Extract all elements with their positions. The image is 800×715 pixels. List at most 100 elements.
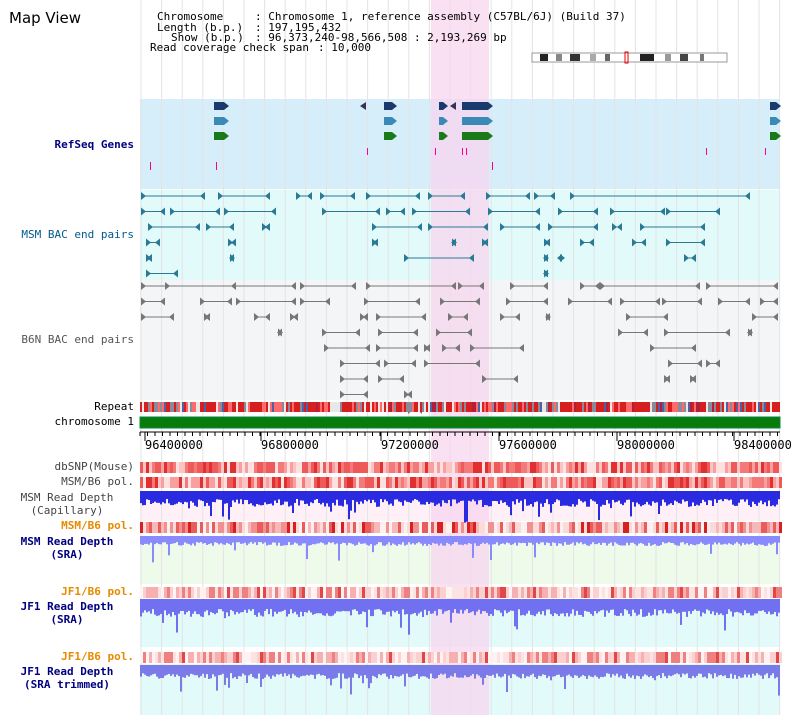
heat-cell bbox=[704, 477, 707, 488]
depth-bar bbox=[290, 536, 292, 545]
heat-cell bbox=[659, 587, 662, 598]
depth-bar bbox=[144, 599, 146, 611]
depth-bar bbox=[464, 599, 466, 611]
track-label-refseq-genes[interactable]: RefSeq Genes bbox=[54, 138, 134, 151]
depth-bar bbox=[694, 536, 696, 546]
depth-bar bbox=[338, 491, 340, 506]
bac-end-marker bbox=[413, 344, 418, 352]
heat-cell bbox=[581, 587, 584, 598]
jf1-depth-trim-track bbox=[140, 665, 780, 696]
depth-bar bbox=[262, 599, 264, 617]
depth-bar bbox=[638, 536, 640, 544]
bac-end-marker bbox=[500, 313, 505, 321]
depth-bar bbox=[436, 491, 438, 505]
repeat-segment bbox=[438, 402, 440, 412]
heat-cell bbox=[194, 477, 197, 488]
depth-bar bbox=[318, 665, 320, 674]
depth-bar bbox=[332, 665, 334, 679]
depth-bar bbox=[764, 665, 766, 675]
gene-block bbox=[770, 102, 776, 110]
depth-bar bbox=[572, 491, 574, 505]
depth-bar bbox=[480, 536, 482, 545]
bac-end-marker bbox=[543, 282, 548, 290]
heat-cell bbox=[668, 652, 671, 663]
depth-bar bbox=[326, 536, 328, 545]
heat-cell bbox=[392, 477, 395, 488]
depth-bar bbox=[704, 599, 706, 614]
track-label-b6n-bac[interactable]: B6N BAC end pairs bbox=[21, 333, 134, 346]
heat-cell bbox=[260, 652, 263, 663]
depth-bar bbox=[254, 665, 256, 679]
heat-cell bbox=[398, 587, 401, 598]
heat-cell bbox=[689, 522, 692, 533]
heat-cell bbox=[494, 462, 497, 473]
depth-bar bbox=[546, 665, 548, 679]
depth-bar bbox=[284, 536, 286, 546]
heat-cell bbox=[593, 652, 596, 663]
heat-cell bbox=[254, 587, 257, 598]
heat-cell bbox=[524, 477, 527, 488]
heat-cell bbox=[521, 652, 524, 663]
repeat-segment bbox=[708, 402, 710, 412]
depth-bar bbox=[688, 536, 690, 546]
heat-cell bbox=[371, 477, 374, 488]
bac-end-marker bbox=[442, 344, 447, 352]
repeat-segment bbox=[338, 402, 340, 412]
depth-bar bbox=[770, 536, 772, 545]
depth-bar bbox=[238, 665, 240, 677]
heat-cell bbox=[632, 587, 635, 598]
track-label-msm-bac[interactable]: MSM BAC end pairs bbox=[21, 228, 134, 241]
heat-cell bbox=[413, 477, 416, 488]
repeat-segment bbox=[384, 402, 386, 412]
repeat-segment bbox=[690, 402, 692, 412]
bac-end-marker bbox=[165, 282, 170, 290]
depth-bar bbox=[336, 536, 338, 544]
heat-cell bbox=[554, 477, 557, 488]
depth-bar bbox=[312, 665, 314, 675]
depth-bar bbox=[312, 491, 314, 504]
bac-end-marker bbox=[632, 238, 637, 247]
depth-bar bbox=[604, 665, 606, 677]
heat-cell bbox=[590, 462, 593, 473]
depth-bar bbox=[374, 599, 376, 610]
heat-cell bbox=[635, 477, 638, 488]
depth-bar bbox=[484, 599, 486, 612]
heat-cell bbox=[197, 462, 200, 473]
depth-bar bbox=[634, 665, 636, 679]
heat-cell bbox=[263, 652, 266, 663]
depth-bar bbox=[676, 665, 678, 674]
depth-bar bbox=[340, 665, 342, 689]
heat-cell bbox=[461, 652, 464, 663]
heat-cell bbox=[737, 522, 740, 533]
depth-bar bbox=[610, 536, 612, 543]
depth-bar bbox=[362, 665, 364, 684]
bac-end-marker bbox=[231, 282, 236, 290]
heat-cell bbox=[437, 477, 440, 488]
depth-bar bbox=[678, 599, 680, 613]
heat-cell bbox=[539, 477, 542, 488]
depth-bar bbox=[760, 665, 762, 676]
heat-cell bbox=[659, 652, 662, 663]
depth-bar bbox=[284, 665, 286, 674]
depth-bar bbox=[394, 665, 396, 676]
depth-bar bbox=[504, 599, 506, 611]
heat-cell bbox=[323, 477, 326, 488]
bac-end-marker bbox=[277, 328, 282, 337]
depth-bar bbox=[578, 665, 580, 678]
heat-cell bbox=[713, 652, 716, 663]
heat-cell bbox=[182, 522, 185, 533]
heat-cell bbox=[374, 652, 377, 663]
ideogram-position-marker bbox=[624, 51, 629, 64]
depth-bar bbox=[240, 665, 242, 677]
heat-cell bbox=[167, 477, 170, 488]
heat-cell bbox=[473, 587, 476, 598]
repeat-segment bbox=[302, 402, 304, 412]
depth-bar bbox=[758, 536, 760, 545]
bac-end-marker bbox=[595, 282, 600, 290]
heat-cell bbox=[236, 477, 239, 488]
bac-end-marker bbox=[691, 254, 696, 262]
heat-cell bbox=[446, 652, 449, 663]
heat-cell bbox=[257, 462, 260, 473]
